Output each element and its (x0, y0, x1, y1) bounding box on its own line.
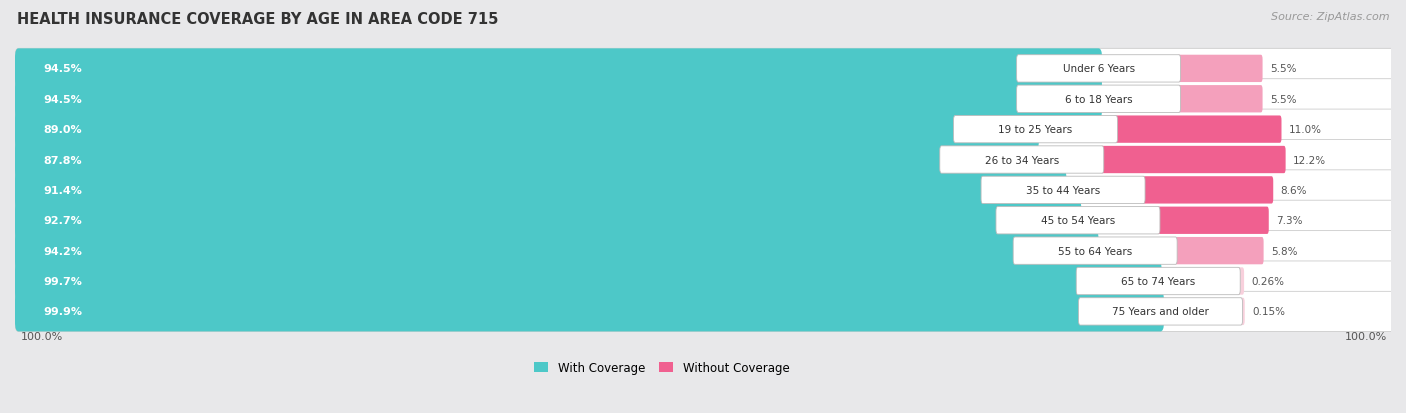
FancyBboxPatch shape (15, 49, 1395, 89)
FancyBboxPatch shape (939, 147, 1104, 174)
Text: 89.0%: 89.0% (44, 125, 83, 135)
Text: 99.9%: 99.9% (44, 306, 83, 317)
Text: 65 to 74 Years: 65 to 74 Years (1121, 276, 1195, 286)
Text: 5.8%: 5.8% (1271, 246, 1298, 256)
FancyBboxPatch shape (953, 116, 1118, 143)
Text: 75 Years and older: 75 Years and older (1112, 306, 1209, 317)
FancyBboxPatch shape (1237, 268, 1244, 295)
FancyBboxPatch shape (15, 171, 1395, 210)
Text: 11.0%: 11.0% (1289, 125, 1322, 135)
FancyBboxPatch shape (15, 201, 1081, 241)
Text: 99.7%: 99.7% (44, 276, 83, 286)
FancyBboxPatch shape (15, 171, 1067, 210)
FancyBboxPatch shape (15, 231, 1395, 271)
Text: 12.2%: 12.2% (1294, 155, 1326, 165)
Text: 94.5%: 94.5% (44, 64, 83, 74)
FancyBboxPatch shape (15, 261, 1395, 301)
Text: 100.0%: 100.0% (1346, 332, 1388, 342)
Text: 6 to 18 Years: 6 to 18 Years (1064, 95, 1132, 104)
Text: HEALTH INSURANCE COVERAGE BY AGE IN AREA CODE 715: HEALTH INSURANCE COVERAGE BY AGE IN AREA… (17, 12, 498, 27)
Legend: With Coverage, Without Coverage: With Coverage, Without Coverage (534, 361, 790, 374)
FancyBboxPatch shape (15, 231, 1098, 271)
FancyBboxPatch shape (15, 292, 1395, 332)
Text: 5.5%: 5.5% (1270, 64, 1296, 74)
Text: 94.5%: 94.5% (44, 95, 83, 104)
FancyBboxPatch shape (1078, 298, 1243, 325)
FancyBboxPatch shape (15, 201, 1395, 241)
FancyBboxPatch shape (981, 177, 1144, 204)
FancyBboxPatch shape (995, 207, 1160, 234)
FancyBboxPatch shape (15, 140, 1395, 180)
Text: 91.4%: 91.4% (44, 185, 83, 195)
FancyBboxPatch shape (15, 49, 1102, 89)
Text: 100.0%: 100.0% (21, 332, 63, 342)
Text: 0.26%: 0.26% (1251, 276, 1285, 286)
Text: 35 to 44 Years: 35 to 44 Years (1026, 185, 1099, 195)
Text: 5.5%: 5.5% (1270, 95, 1296, 104)
Text: 55 to 64 Years: 55 to 64 Years (1059, 246, 1132, 256)
FancyBboxPatch shape (1239, 298, 1244, 325)
FancyBboxPatch shape (15, 110, 1039, 150)
FancyBboxPatch shape (1014, 237, 1177, 265)
Text: 19 to 25 Years: 19 to 25 Years (998, 125, 1073, 135)
FancyBboxPatch shape (15, 80, 1102, 119)
FancyBboxPatch shape (15, 261, 1161, 301)
FancyBboxPatch shape (1101, 147, 1285, 174)
Text: 7.3%: 7.3% (1277, 216, 1303, 226)
Text: 87.8%: 87.8% (44, 155, 83, 165)
FancyBboxPatch shape (15, 292, 1164, 332)
Text: 94.2%: 94.2% (44, 246, 83, 256)
Text: Source: ZipAtlas.com: Source: ZipAtlas.com (1271, 12, 1389, 22)
Text: 45 to 54 Years: 45 to 54 Years (1040, 216, 1115, 226)
FancyBboxPatch shape (15, 140, 1025, 180)
FancyBboxPatch shape (15, 110, 1395, 150)
Text: 0.15%: 0.15% (1253, 306, 1285, 317)
FancyBboxPatch shape (1157, 207, 1268, 234)
Text: 8.6%: 8.6% (1281, 185, 1308, 195)
FancyBboxPatch shape (1114, 116, 1281, 143)
FancyBboxPatch shape (1142, 177, 1274, 204)
FancyBboxPatch shape (1177, 56, 1263, 83)
FancyBboxPatch shape (1017, 86, 1181, 113)
Text: 92.7%: 92.7% (44, 216, 83, 226)
FancyBboxPatch shape (1076, 268, 1240, 295)
Text: Under 6 Years: Under 6 Years (1063, 64, 1135, 74)
Text: 26 to 34 Years: 26 to 34 Years (984, 155, 1059, 165)
FancyBboxPatch shape (1017, 56, 1181, 83)
FancyBboxPatch shape (1174, 237, 1264, 265)
FancyBboxPatch shape (15, 80, 1395, 119)
FancyBboxPatch shape (1177, 86, 1263, 113)
